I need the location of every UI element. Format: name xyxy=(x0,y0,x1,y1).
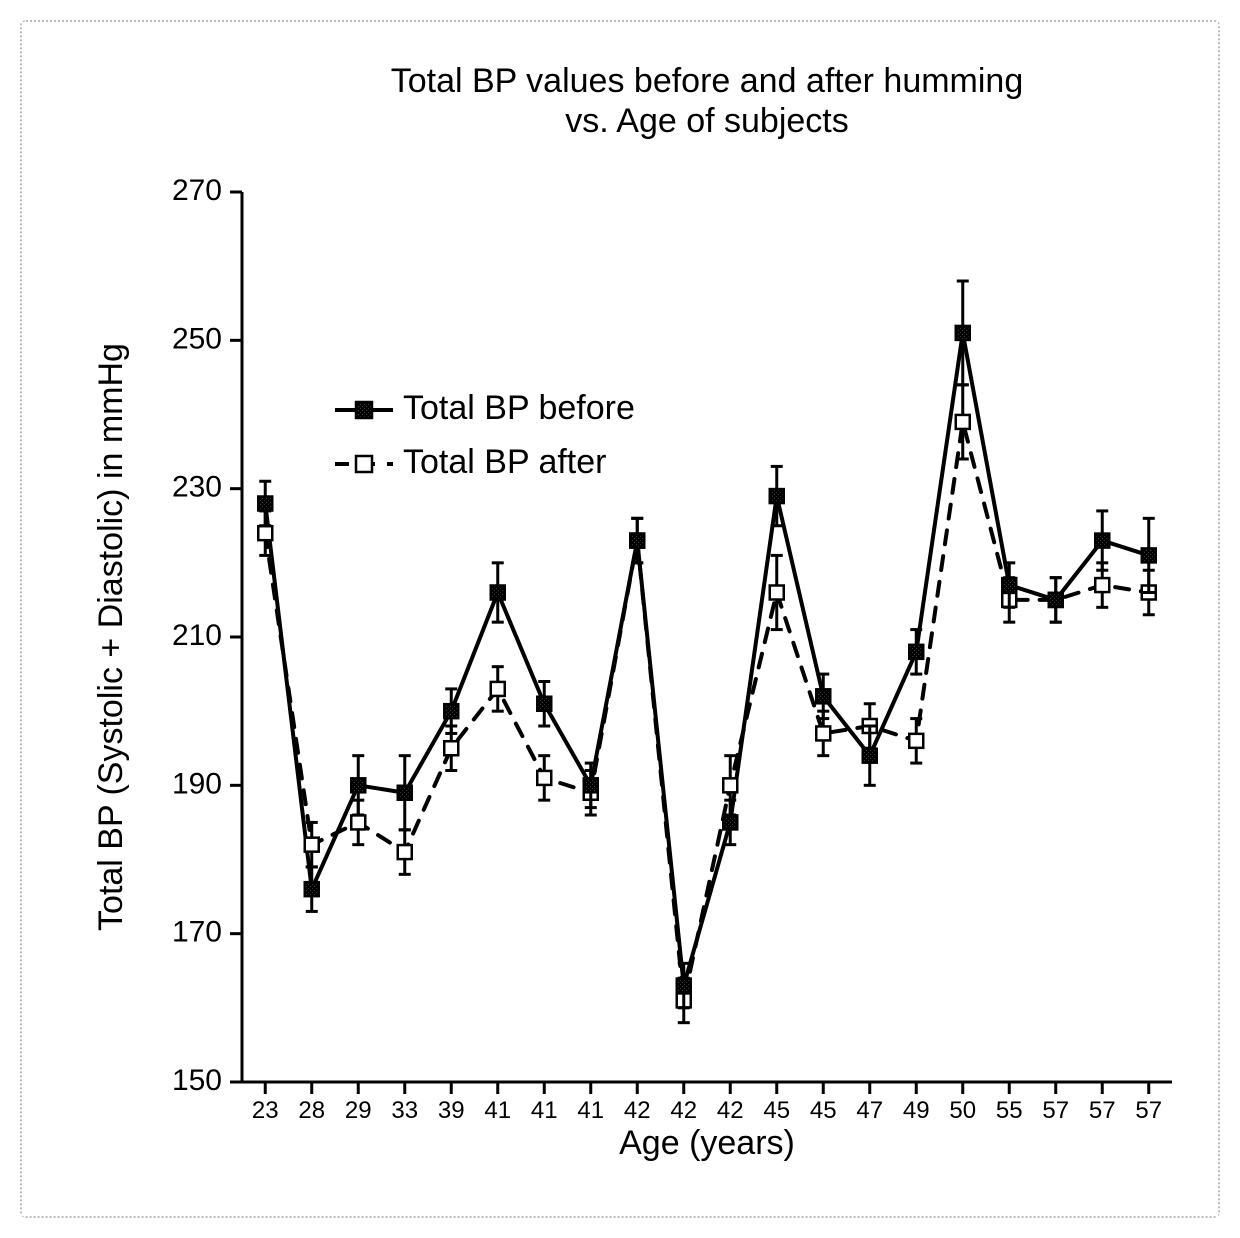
svg-text:270: 270 xyxy=(172,174,222,207)
svg-text:57: 57 xyxy=(1089,1097,1116,1124)
svg-text:49: 49 xyxy=(903,1097,930,1124)
svg-text:150: 150 xyxy=(172,1064,222,1097)
svg-text:250: 250 xyxy=(172,322,222,355)
svg-text:41: 41 xyxy=(531,1097,558,1124)
svg-text:Total BP values before and aft: Total BP values before and after humming xyxy=(391,62,1024,100)
svg-text:Total BP before: Total BP before xyxy=(403,389,635,427)
svg-text:57: 57 xyxy=(1042,1097,1069,1124)
svg-text:50: 50 xyxy=(949,1097,976,1124)
svg-text:23: 23 xyxy=(252,1097,279,1124)
svg-text:170: 170 xyxy=(172,916,222,949)
svg-text:57: 57 xyxy=(1135,1097,1162,1124)
svg-text:33: 33 xyxy=(391,1097,418,1124)
chart-panel: Total BP values before and after humming… xyxy=(20,20,1220,1218)
svg-text:39: 39 xyxy=(438,1097,465,1124)
svg-text:42: 42 xyxy=(717,1097,744,1124)
svg-text:210: 210 xyxy=(172,619,222,652)
svg-text:Age (years): Age (years) xyxy=(619,1124,795,1162)
svg-text:42: 42 xyxy=(624,1097,651,1124)
svg-text:Total BP after: Total BP after xyxy=(403,443,607,481)
svg-text:28: 28 xyxy=(298,1097,325,1124)
svg-text:41: 41 xyxy=(484,1097,511,1124)
svg-text:45: 45 xyxy=(810,1097,837,1124)
svg-text:47: 47 xyxy=(856,1097,883,1124)
svg-text:230: 230 xyxy=(172,471,222,504)
svg-text:42: 42 xyxy=(670,1097,697,1124)
svg-text:vs. Age of subjects: vs. Age of subjects xyxy=(565,102,849,140)
svg-text:55: 55 xyxy=(996,1097,1023,1124)
svg-text:190: 190 xyxy=(172,767,222,800)
svg-text:Total BP (Systolic + Diastolic: Total BP (Systolic + Diastolic) in mmHg xyxy=(92,343,130,931)
bp-chart: Total BP values before and after humming… xyxy=(22,22,1218,1216)
svg-text:45: 45 xyxy=(763,1097,790,1124)
svg-text:29: 29 xyxy=(345,1097,372,1124)
svg-text:41: 41 xyxy=(577,1097,604,1124)
